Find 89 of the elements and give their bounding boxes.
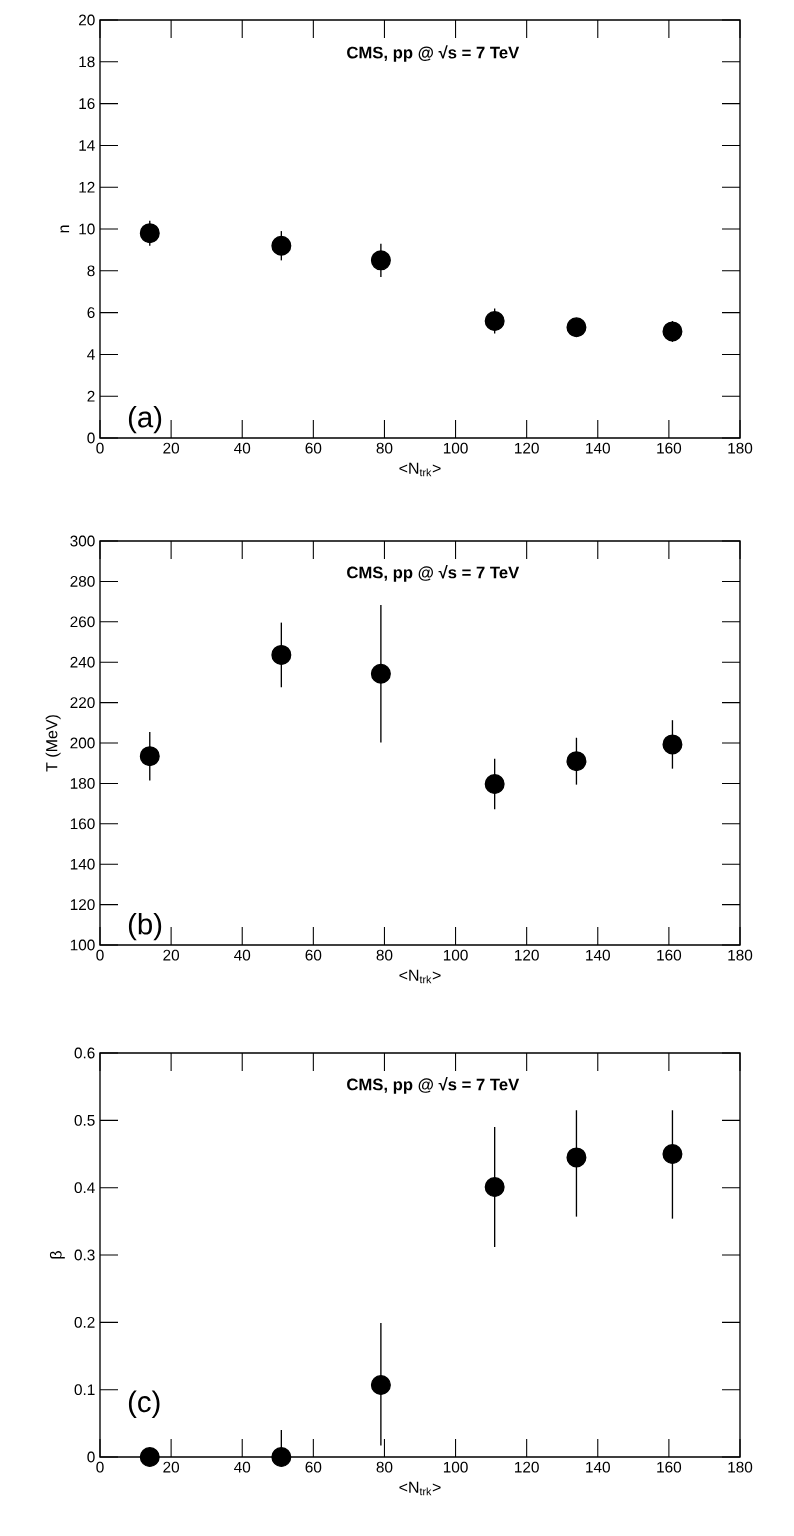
y-tick-label: 10 (79, 223, 95, 235)
x-tick-label: 80 (376, 949, 393, 961)
x-tick-label: 40 (234, 949, 251, 961)
point (139, 1447, 160, 1468)
y-tick-label: 160 (70, 818, 95, 830)
x-tick-label: 140 (586, 949, 610, 961)
x-tick-label: 0 (96, 949, 104, 961)
point (484, 1177, 505, 1198)
x-tick-label: 100 (443, 949, 468, 961)
y-axis-title: T (MeV) (45, 715, 61, 772)
x-tick-label: 20 (163, 1461, 180, 1473)
y-tick-label: 12 (79, 181, 95, 193)
x-tick-label: 160 (657, 442, 682, 454)
y-tick-label: 4 (87, 349, 95, 360)
y-tick-label: 20 (79, 14, 95, 26)
point (566, 751, 587, 772)
x-tick-label: 180 (728, 442, 753, 454)
x-tick-label: 120 (515, 949, 539, 961)
y-tick-label: 0.3 (74, 1249, 95, 1261)
x-tick-label: 80 (376, 1461, 393, 1473)
x-axis-title: <N$_{trk}$> (399, 1481, 441, 1496)
x-tick-label: 80 (376, 442, 393, 454)
x-tick-label: 40 (234, 1461, 251, 1473)
y-tick-label: 260 (70, 616, 95, 628)
y-axis-title: β (49, 1251, 65, 1259)
y-tick-label: 0.4 (74, 1182, 95, 1194)
y-tick-label: 120 (70, 899, 95, 911)
point (139, 746, 160, 767)
y-tick-label: 0.5 (74, 1114, 95, 1126)
annotation: (a) (128, 405, 162, 434)
y-tick-label: 0 (87, 1451, 95, 1463)
y-tick-label: 240 (70, 656, 95, 668)
x-axis-title: <N$_{trk}$> (399, 969, 441, 984)
y-axis-title: n (60, 225, 70, 233)
x-tick-label: 20 (163, 949, 180, 961)
x-tick-label: 60 (305, 1461, 322, 1473)
y-tick-label: 8 (87, 265, 95, 277)
y-tick-label: 18 (79, 56, 95, 68)
y-tick-label: 0 (87, 432, 95, 444)
y-tick-label: 280 (70, 575, 95, 587)
x-tick-label: 120 (515, 442, 539, 454)
x-tick-label: 100 (443, 1461, 468, 1473)
annotation: (b) (128, 912, 162, 941)
point (566, 317, 587, 338)
point (139, 223, 160, 244)
y-tick-label: 0.2 (74, 1316, 95, 1328)
point (271, 644, 292, 665)
point (271, 235, 292, 256)
x-tick-label: 180 (728, 1461, 753, 1473)
x-axis-title: <N$_{trk}$> (399, 462, 441, 477)
y-tick-label: 2 (87, 390, 95, 402)
x-tick-label: 60 (305, 949, 322, 961)
y-tick-label: 180 (70, 777, 95, 789)
x-tick-label: 0 (96, 1461, 104, 1473)
y-tick-label: 6 (87, 307, 95, 319)
y-tick-label: 300 (70, 535, 95, 547)
x-tick-label: 140 (586, 1461, 610, 1473)
point (662, 1144, 683, 1165)
x-tick-label: 40 (234, 442, 251, 454)
y-tick-label: 200 (70, 737, 95, 749)
y-tick-label: 140 (70, 858, 95, 870)
x-tick-label: 160 (657, 949, 682, 961)
annotation: CMS, pp @ √s = 7 TeV (347, 45, 520, 62)
y-tick-label: 100 (70, 939, 95, 951)
y-tick-label: 0.6 (74, 1047, 95, 1059)
annotation: (c) (128, 1390, 160, 1418)
x-tick-label: 160 (657, 1461, 682, 1473)
point (271, 1447, 292, 1468)
point (370, 250, 391, 271)
y-tick-label: 14 (79, 140, 95, 151)
x-tick-label: 100 (443, 442, 468, 454)
x-tick-label: 180 (728, 949, 753, 961)
point (484, 310, 505, 331)
point (370, 663, 391, 684)
point (662, 321, 683, 342)
y-tick-label: 16 (79, 98, 95, 110)
annotation: CMS, pp @ √s = 7 TeV (347, 1077, 520, 1094)
point (662, 734, 683, 755)
x-tick-label: 60 (305, 442, 322, 454)
point (484, 774, 505, 795)
point (370, 1374, 391, 1395)
point (566, 1147, 587, 1168)
y-tick-label: 0.1 (74, 1384, 95, 1396)
annotation: CMS, pp @ √s = 7 TeV (347, 565, 520, 582)
x-tick-label: 20 (163, 442, 180, 454)
y-tick-label: 220 (70, 697, 95, 709)
x-tick-label: 120 (515, 1461, 539, 1473)
x-tick-label: 0 (96, 442, 104, 454)
x-tick-label: 140 (586, 442, 610, 454)
